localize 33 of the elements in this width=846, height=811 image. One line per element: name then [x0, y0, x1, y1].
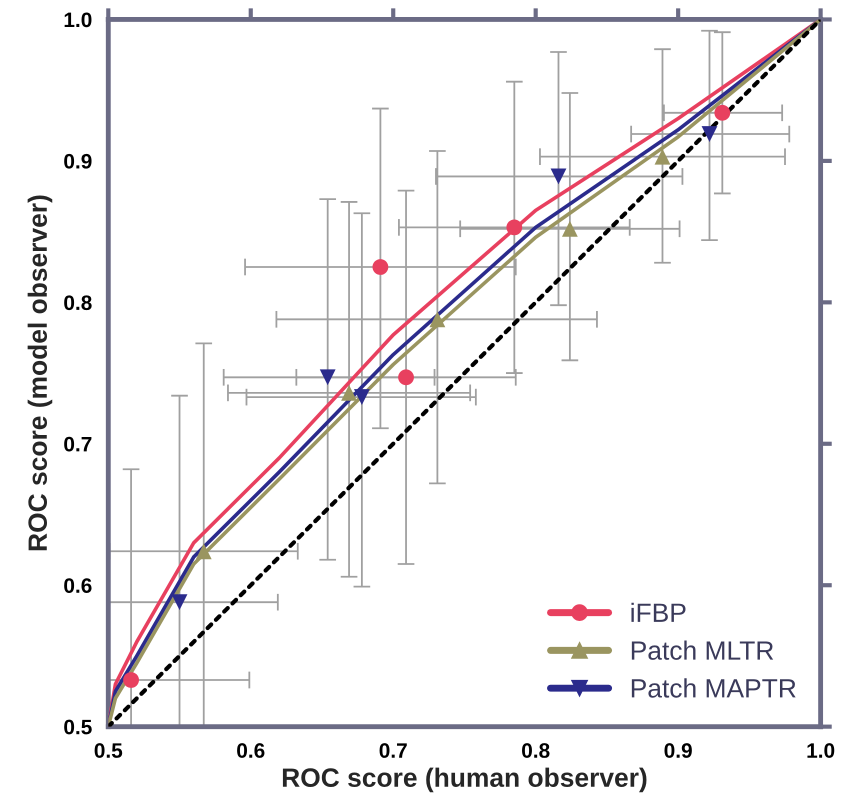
point: [196, 543, 212, 560]
y-tick-label: 0.5: [64, 720, 92, 734]
line-series: [108, 19, 821, 727]
point: [123, 672, 139, 688]
point: [506, 219, 522, 236]
point: [550, 168, 566, 184]
y-tick-label: 0.8: [64, 295, 92, 310]
y-tick-label: 1.0: [64, 12, 92, 28]
point: [372, 259, 388, 275]
x-tick-label: 0.5: [94, 743, 122, 758]
y-tick-label: 0.7: [64, 436, 92, 452]
y-tick-label: 0.6: [64, 578, 92, 593]
x-tick-label: 0.8: [522, 743, 550, 758]
x-tick-label: 0.6: [237, 743, 264, 758]
point: [341, 384, 357, 401]
legend-label: Patch MAPTR: [632, 678, 796, 698]
point: [172, 594, 188, 610]
point: [702, 126, 718, 142]
point: [654, 148, 670, 165]
x-tick-label: 1.0: [807, 743, 834, 758]
point: [714, 104, 730, 121]
point: [354, 389, 370, 406]
point: [398, 369, 414, 386]
point: [429, 311, 446, 328]
x-axis-title: ROC score (human observer): [282, 768, 646, 792]
point: [562, 220, 578, 237]
x-tick-label: 0.9: [664, 743, 692, 758]
y-tick-label: 0.9: [64, 154, 92, 169]
legend-label: iFBP: [631, 602, 686, 622]
y-axis-title: ROC score (model observer): [28, 195, 52, 550]
legend-label: Patch MLTR: [632, 640, 774, 660]
point: [320, 369, 336, 386]
x-tick-label: 0.7: [380, 743, 407, 758]
